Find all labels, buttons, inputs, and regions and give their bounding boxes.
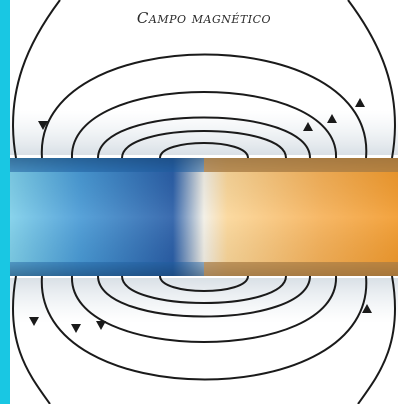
field-line-arrow xyxy=(303,122,313,131)
bar-magnet xyxy=(10,158,398,276)
diagram-panel: Campo magnético xyxy=(10,0,398,404)
field-line-arrow xyxy=(29,317,39,326)
magnet-shading xyxy=(10,158,398,276)
field-line-top-5 xyxy=(40,53,368,159)
field-line-arrow xyxy=(71,324,81,333)
field-line-arrow xyxy=(355,98,365,107)
magnet-top-edge-orange xyxy=(204,158,398,172)
diagram-title: Campo magnético xyxy=(136,9,272,27)
field-line-bottom-right-outer xyxy=(357,275,397,404)
field-line-arrow xyxy=(362,304,372,313)
field-line-arrow xyxy=(327,114,337,123)
field-line-top-4 xyxy=(70,91,338,159)
field-line-bottom-2 xyxy=(121,275,287,304)
field-line-bottom-4 xyxy=(70,275,338,343)
field-line-bottom-left-outer xyxy=(11,275,51,404)
field-line-arrow xyxy=(96,321,106,330)
magnetic-field-diagram xyxy=(10,0,398,404)
field-line-top-left-outer xyxy=(12,0,61,159)
field-line-bottom-1 xyxy=(159,275,249,292)
magnet-bottom-edge-orange xyxy=(204,262,398,276)
field-arrows xyxy=(29,98,372,333)
field-line-top-2 xyxy=(121,130,287,159)
field-line-bottom-5 xyxy=(40,275,368,381)
field-line-top-right-outer xyxy=(347,0,396,159)
field-line-top-1 xyxy=(159,142,249,159)
field-line-bottom-3 xyxy=(97,275,311,318)
field-line-top-3 xyxy=(97,116,311,159)
field-lines xyxy=(11,0,397,404)
field-line-arrow xyxy=(38,121,48,130)
